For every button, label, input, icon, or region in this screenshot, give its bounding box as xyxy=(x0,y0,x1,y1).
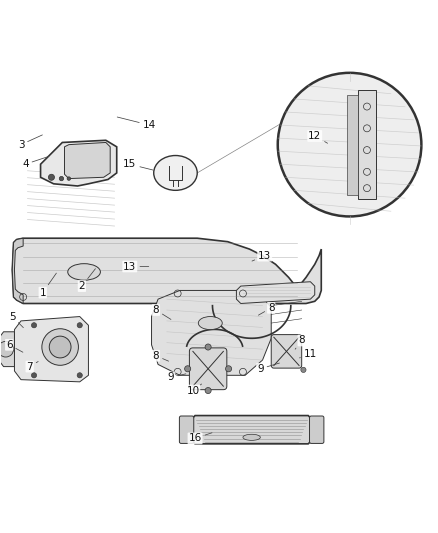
Circle shape xyxy=(185,366,191,372)
Ellipse shape xyxy=(154,156,197,190)
FancyBboxPatch shape xyxy=(271,335,302,368)
Text: 5: 5 xyxy=(9,312,23,328)
Circle shape xyxy=(67,177,71,180)
Circle shape xyxy=(205,387,211,393)
Text: 14: 14 xyxy=(117,117,156,130)
Text: 10: 10 xyxy=(186,384,201,395)
Text: 13: 13 xyxy=(252,251,271,261)
Text: 7: 7 xyxy=(26,361,38,372)
Circle shape xyxy=(32,373,37,378)
Circle shape xyxy=(0,341,14,357)
Polygon shape xyxy=(237,282,315,303)
Bar xyxy=(358,90,376,199)
Circle shape xyxy=(205,344,211,350)
FancyBboxPatch shape xyxy=(310,416,324,443)
Circle shape xyxy=(226,366,232,372)
Circle shape xyxy=(77,322,82,328)
Circle shape xyxy=(59,176,64,181)
Text: 11: 11 xyxy=(300,349,317,359)
Circle shape xyxy=(32,322,37,328)
Text: 13: 13 xyxy=(123,262,149,271)
Circle shape xyxy=(278,73,421,216)
Text: 8: 8 xyxy=(152,305,171,319)
Text: 9: 9 xyxy=(168,373,186,383)
Text: 9: 9 xyxy=(257,363,279,374)
Circle shape xyxy=(301,367,306,373)
Circle shape xyxy=(42,329,78,365)
FancyBboxPatch shape xyxy=(180,416,194,443)
Ellipse shape xyxy=(198,317,222,329)
Bar xyxy=(347,94,358,195)
Polygon shape xyxy=(12,238,23,303)
Polygon shape xyxy=(152,290,271,375)
Text: 4: 4 xyxy=(22,156,49,169)
Text: 15: 15 xyxy=(123,159,153,170)
Text: 12: 12 xyxy=(308,131,328,143)
Circle shape xyxy=(49,336,71,358)
Text: 16: 16 xyxy=(188,433,212,443)
Polygon shape xyxy=(41,140,117,186)
Ellipse shape xyxy=(68,264,100,280)
Text: 1: 1 xyxy=(39,273,57,297)
Circle shape xyxy=(48,174,54,180)
FancyBboxPatch shape xyxy=(189,348,227,390)
Circle shape xyxy=(77,373,82,378)
Text: 6: 6 xyxy=(6,340,23,352)
Polygon shape xyxy=(14,317,88,382)
Text: 8: 8 xyxy=(295,335,305,349)
Text: 2: 2 xyxy=(78,269,95,291)
Polygon shape xyxy=(191,416,313,444)
Text: 8: 8 xyxy=(258,303,275,315)
Polygon shape xyxy=(64,142,110,179)
Polygon shape xyxy=(12,238,321,303)
Text: 8: 8 xyxy=(152,351,169,361)
Polygon shape xyxy=(0,332,14,367)
Ellipse shape xyxy=(243,434,260,440)
Text: 3: 3 xyxy=(18,135,42,150)
